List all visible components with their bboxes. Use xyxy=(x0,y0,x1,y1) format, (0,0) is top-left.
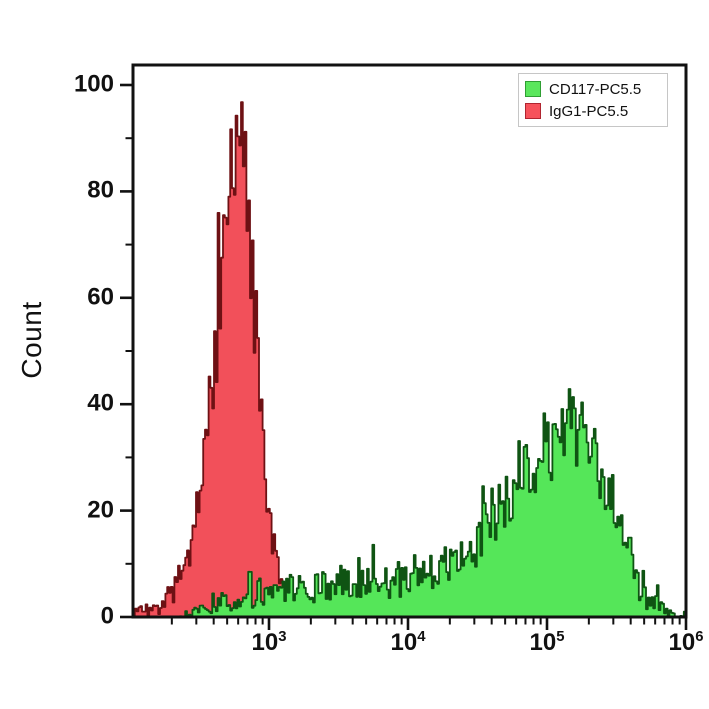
legend-item-cd117-pc5-5: CD117-PC5.5 xyxy=(525,78,661,100)
y-tick-label-40: 40 xyxy=(87,389,114,417)
x-tick-label-10e6: 106 xyxy=(668,629,704,656)
legend-swatch-icon xyxy=(525,103,541,119)
x-tick-label-10e5: 105 xyxy=(529,629,565,656)
y-tick-label-0: 0 xyxy=(100,602,114,630)
legend-label: CD117-PC5.5 xyxy=(549,80,642,98)
y-tick-label-60: 60 xyxy=(87,283,114,311)
y-tick-label-80: 80 xyxy=(87,176,114,204)
y-tick-label-20: 20 xyxy=(87,496,114,524)
plot-border xyxy=(131,63,688,619)
x-tick-label-10e3: 103 xyxy=(251,629,287,656)
legend-swatch-icon xyxy=(525,81,541,97)
y-tick-label-100: 100 xyxy=(73,70,114,98)
series-area-cd117-pc5-5 xyxy=(132,388,687,618)
legend-item-igg1-pc5-5: IgG1-PC5.5 xyxy=(525,100,661,122)
legend-label: IgG1-PC5.5 xyxy=(549,102,629,120)
y-axis-title: Count xyxy=(16,301,47,379)
legend: CD117-PC5.5 IgG1-PC5.5 xyxy=(518,73,668,127)
x-tick-label-10e4: 104 xyxy=(390,629,426,656)
